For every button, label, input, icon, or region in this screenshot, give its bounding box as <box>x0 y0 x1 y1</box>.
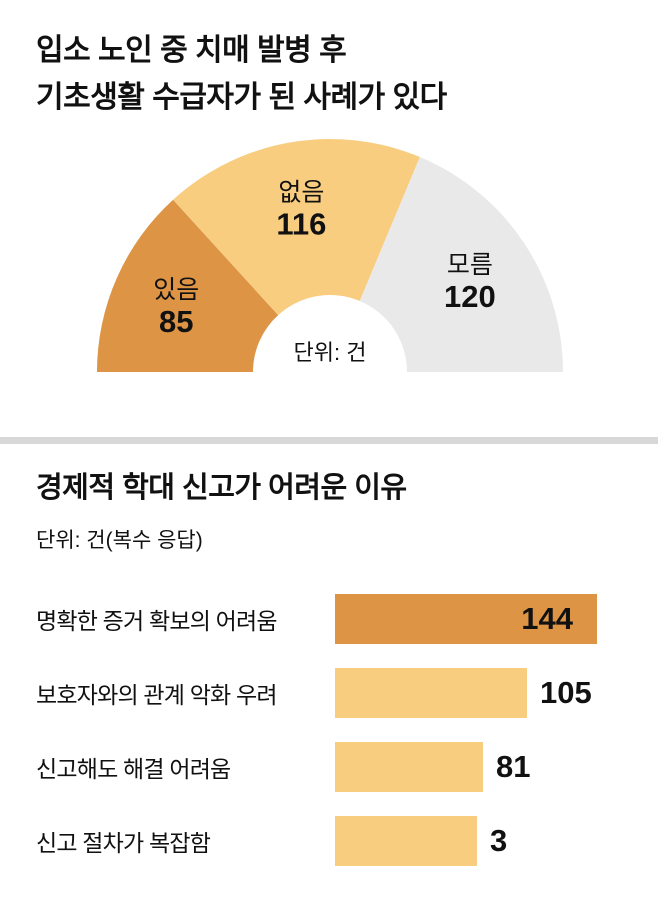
bar-chart: 명확한 증거 확보의 어려움 144 보호자와의 관계 악화 우려 105 신고해도 해… <box>36 594 648 890</box>
bar <box>335 668 527 718</box>
donut-segment-1 <box>97 199 279 372</box>
donut-title-line-1: 입소 노인 중 치매 발병 후 <box>36 34 347 67</box>
donut-segment-2 <box>173 138 420 316</box>
bar-category-label: 신고해도 해결 어려움 <box>36 756 231 782</box>
segment-value: 85 <box>159 304 193 339</box>
bar-value: 144 <box>521 601 573 636</box>
bar-row: 보호자와의 관계 악화 우려 105 <box>36 668 648 718</box>
bar-row: 명확한 증거 확보의 어려움 144 <box>36 594 648 644</box>
bar-row: 신고 절차가 복잡함 3 <box>36 816 648 866</box>
segment-value: 120 <box>444 279 496 314</box>
bar <box>335 816 477 866</box>
bar-value: 3 <box>490 823 508 858</box>
donut-unit-label: 단위: 건 <box>294 340 367 365</box>
segment-label: 없음 <box>278 179 324 207</box>
bar-category-label: 보호자와의 관계 악화 우려 <box>36 682 278 708</box>
bar-value: 81 <box>496 749 531 784</box>
bar-value: 105 <box>540 675 592 710</box>
segment-value: 116 <box>276 207 326 242</box>
segment-label: 있음 <box>153 276 199 304</box>
donut-title-line-2: 기초생활 수급자가 된 사례가 있다 <box>36 80 447 114</box>
bar-chart-title: 경제적 학대 신고가 어려운 이유 <box>36 472 407 504</box>
bar-category-label: 명확한 증거 확보의 어려움 <box>36 608 278 634</box>
donut-segment-3 <box>359 157 563 372</box>
bar-row: 신고해도 해결 어려움 81 <box>36 742 648 792</box>
bar-chart-unit-label: 단위: 건(복수 응답) <box>36 529 203 552</box>
bar: 144 <box>335 594 597 644</box>
section-divider <box>0 437 658 444</box>
bar <box>335 742 483 792</box>
bar-category-label: 신고 절차가 복잡함 <box>36 830 211 856</box>
segment-label: 모름 <box>447 251 493 279</box>
